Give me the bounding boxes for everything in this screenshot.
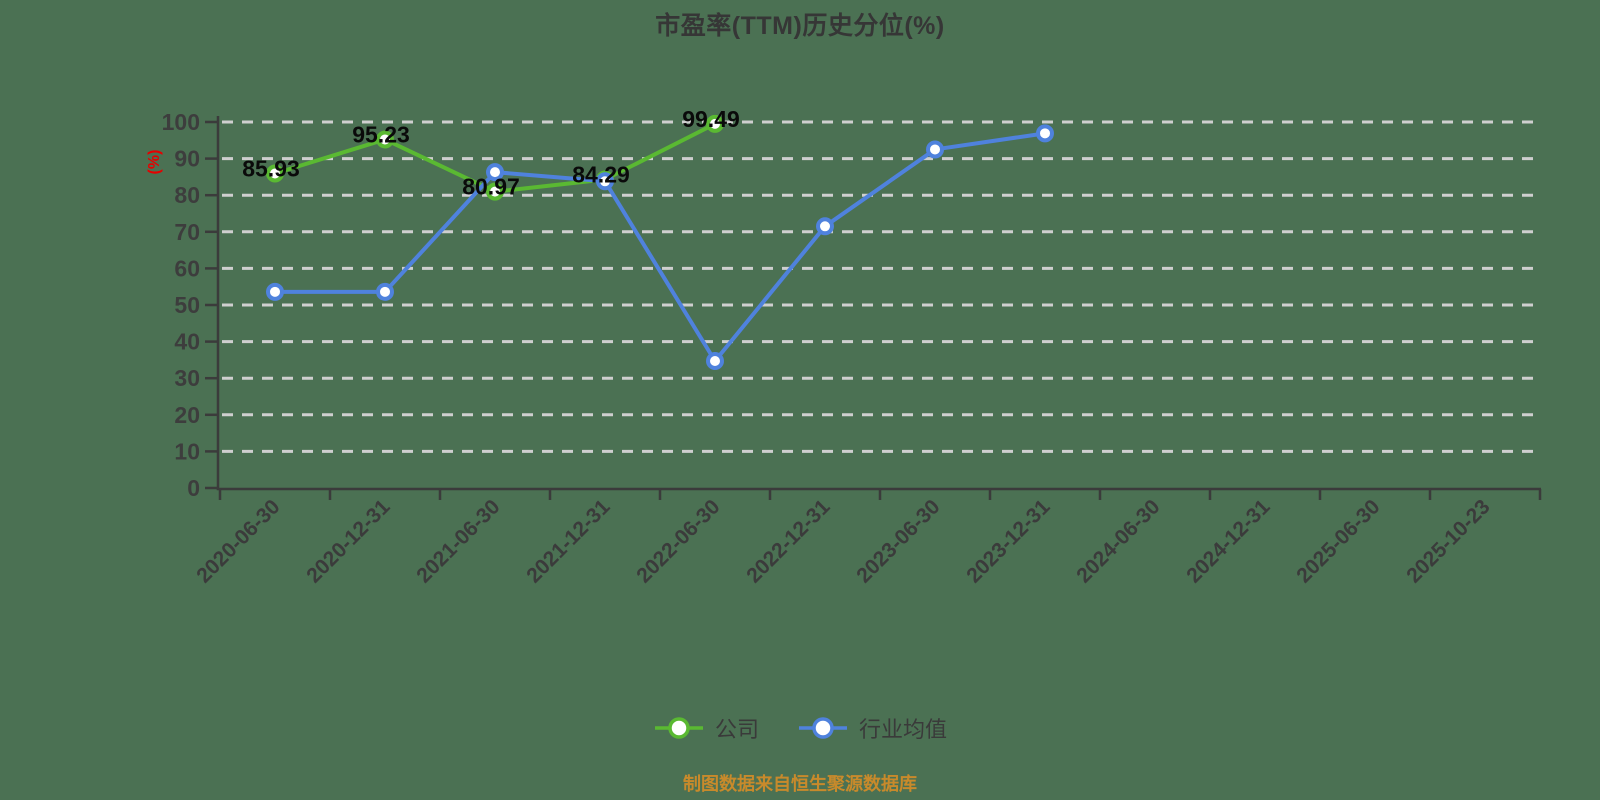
y-axis-tick-label: 0 — [187, 475, 200, 501]
y-axis-tick-label: 30 — [174, 365, 200, 391]
series-point — [486, 182, 504, 201]
series-point — [266, 282, 284, 301]
y-axis-tick-label: 50 — [174, 292, 200, 318]
y-axis-tick-label: 40 — [174, 329, 200, 355]
y-axis-tick-label: 70 — [174, 219, 200, 245]
chart-title: 市盈率(TTM)历史分位(%) — [655, 12, 945, 40]
x-axis-label: 2025-10-23 — [1402, 495, 1494, 587]
data-label: 95.23 — [352, 121, 410, 147]
series-point — [376, 282, 394, 301]
y-axis-tick-label: 10 — [174, 438, 200, 464]
data-label: 84.29 — [572, 161, 630, 187]
legend-label-company: 公司 — [714, 717, 759, 742]
y-axis-tick-label: 90 — [174, 146, 200, 172]
data-label: 80.97 — [462, 174, 520, 200]
x-axis-label: 2024-12-31 — [1182, 495, 1274, 587]
legend-label-industry-average: 行业均值 — [859, 717, 948, 742]
y-axis-tick-label: 80 — [174, 182, 200, 208]
series-point — [266, 164, 284, 183]
x-axis-label: 2023-06-30 — [852, 495, 944, 587]
series-point — [596, 172, 614, 191]
y-axis-tick-label: 60 — [174, 255, 200, 281]
legend-marker-company-icon — [654, 717, 703, 739]
series-point — [1036, 124, 1054, 143]
series-point — [816, 217, 834, 236]
legend: 公司 行业均值 — [0, 712, 1600, 744]
x-axis-label: 2025-06-30 — [1292, 495, 1384, 587]
data-source-note: 制图数据来自恒生聚源数据库 — [683, 774, 917, 794]
series-point — [926, 140, 944, 159]
data-label: 99.49 — [682, 106, 740, 132]
x-axis-label: 2020-06-30 — [192, 495, 284, 587]
legend-item-company[interactable]: 公司 — [653, 712, 759, 744]
x-axis-label: 2021-06-30 — [412, 495, 504, 587]
legend-marker-industry-icon — [799, 717, 847, 739]
y-axis-tick-label: 100 — [162, 109, 200, 135]
x-axis-label: 2020-12-31 — [302, 495, 394, 587]
x-axis-label: 2022-06-30 — [632, 495, 724, 587]
series-point — [376, 130, 394, 149]
data-label: 85.93 — [242, 155, 300, 181]
y-axis-tick-label: 20 — [174, 402, 200, 428]
plot-svg: 0 10 20 30 40 50 60 70 80 90 100 2020-06-30 2020-12-… — [162, 106, 1542, 587]
series-point — [706, 114, 724, 133]
series-point — [706, 351, 724, 370]
series-line-industry — [273, 131, 1047, 363]
plot-area: 0 10 20 30 40 50 60 70 80 90 100 2020-06-30 2020-12-… — [162, 106, 1542, 587]
x-axis-label: 2021-12-31 — [522, 495, 614, 587]
series-point — [486, 163, 504, 182]
legend-item-industry-average[interactable]: 行业均值 — [797, 712, 947, 744]
x-axis-label: 2022-12-31 — [742, 495, 834, 587]
x-axis-label: 2024-06-30 — [1072, 495, 1164, 587]
x-axis-label: 2023-12-31 — [962, 495, 1054, 587]
